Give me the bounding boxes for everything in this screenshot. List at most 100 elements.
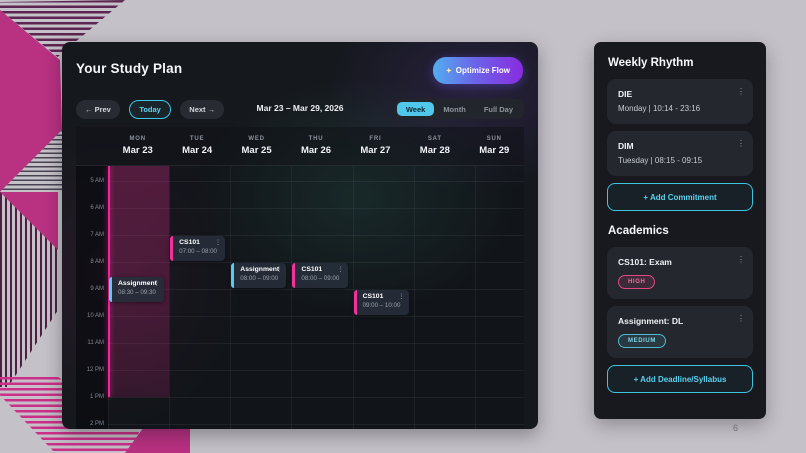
academic-card-assignment-dl[interactable]: Assignment: DL ⋮ MEDIUM (607, 306, 753, 358)
optimize-flow-label: Optimize Flow (455, 66, 510, 75)
column-separator (169, 166, 171, 429)
day-date: Mar 24 (182, 145, 213, 156)
event-menu-icon[interactable]: ⋮ (153, 279, 161, 287)
hour-label: 12 PM (86, 367, 104, 373)
column-separator (230, 166, 232, 429)
hour-gridline (108, 181, 524, 182)
calendar-event-assignment[interactable]: Assignment 08:30 – 09:30 ⋮ (109, 276, 165, 302)
calendar-event-cs101[interactable]: CS101 07:00 – 08:00 ⋮ (170, 236, 226, 261)
decor-magenta-triangle (0, 10, 62, 192)
decor-magenta-wedge (0, 192, 58, 250)
day-header-sun: SUN Mar 29 (465, 127, 524, 165)
hour-label: 7 AM (90, 232, 104, 238)
decor-vertical-stripes (0, 192, 58, 387)
week-calendar: MON Mar 23 TUE Mar 24 WED Mar 25 THU Mar 26 FRI M… (76, 127, 524, 429)
slide-page-number: 6 (733, 423, 739, 433)
add-commitment-button[interactable]: + Add Commitment (607, 183, 753, 211)
sparkle-icon: ✦ (445, 67, 452, 75)
event-title: CS101 (301, 266, 323, 273)
event-time: 08:30 – 09:30 (118, 288, 156, 296)
card-menu-icon[interactable]: ⋮ (737, 139, 745, 148)
hour-gridline (108, 208, 524, 209)
column-separator (413, 166, 415, 429)
commitment-card-dim[interactable]: DIM Tuesday | 08:15 - 09:15 ⋮ (607, 131, 753, 176)
hour-label: 10 AM (86, 313, 104, 319)
commitment-name: DIE (618, 89, 633, 99)
day-abbr: SAT (427, 136, 442, 142)
hour-gridline (108, 316, 524, 317)
hour-label: 5 AM (90, 178, 104, 184)
calendar-grid[interactable]: 5 AM 6 AM 7 AM 8 AM 9 AM 10 AM 11 AM 12 PM 1 PM 2… (76, 166, 524, 429)
date-range-label: Mar 23 – Mar 29, 2026 (256, 103, 344, 113)
view-option-full-day[interactable]: Full Day (483, 104, 513, 114)
hour-label: 8 AM (90, 259, 104, 265)
decor-gray-striped-wedge (0, 130, 62, 192)
academic-card-cs101-exam[interactable]: CS101: Exam ⋮ HIGH (607, 247, 753, 299)
event-menu-icon[interactable]: ⋮ (275, 266, 283, 273)
view-option-month[interactable]: Month (443, 104, 466, 114)
add-deadline-button[interactable]: + Add Deadline/Syllabus (607, 365, 753, 393)
event-time: 08:00 – 09:00 (240, 275, 279, 282)
study-plan-panel: Your Study Plan ✦ Optimize Flow ← Prev T… (62, 42, 538, 429)
day-header-tue: TUE Mar 24 (167, 127, 226, 165)
column-separator (352, 166, 354, 429)
commitment-name: DIM (618, 141, 634, 151)
next-button[interactable]: Next → (180, 100, 225, 119)
view-option-week[interactable]: Week (396, 102, 435, 116)
commitment-card-die[interactable]: DIE Monday | 10:14 - 23:16 ⋮ (607, 79, 753, 124)
event-time: 07:00 – 08:00 (179, 248, 217, 255)
event-menu-icon[interactable]: ⋮ (337, 266, 344, 273)
commitment-schedule: Tuesday | 08:15 - 09:15 (618, 156, 703, 165)
decor-magenta-block (125, 428, 190, 453)
commitment-list: DIE Monday | 10:14 - 23:16 ⋮ DIM Tuesday | 0… (607, 79, 753, 176)
time-gutter (76, 166, 108, 429)
event-menu-icon[interactable]: ⋮ (398, 293, 405, 300)
day-abbr: MON (129, 136, 146, 142)
calendar-event-cs101[interactable]: CS101 08:00 – 09:00 ⋮ (292, 263, 348, 288)
view-toggle: Week Month Full Day (394, 99, 524, 119)
event-title: Assignment (240, 266, 280, 273)
commitment-schedule: Monday | 10:14 - 23:16 (618, 104, 701, 113)
day-date: Mar 23 (122, 145, 153, 156)
hour-gridline (108, 424, 524, 425)
hour-gridline (108, 235, 524, 236)
day-header-fri: FRI Mar 27 (346, 127, 405, 165)
calendar-day-headers: MON Mar 23 TUE Mar 24 WED Mar 25 THU Mar 26 FRI M… (76, 127, 524, 166)
day-date: Mar 27 (360, 145, 391, 156)
hour-gridline (108, 262, 524, 263)
day-abbr: FRI (369, 136, 382, 142)
card-menu-icon[interactable]: ⋮ (737, 255, 745, 264)
priority-badge: HIGH (618, 275, 656, 289)
today-button[interactable]: Today (129, 100, 171, 119)
decor-lavender-wedge (8, 310, 58, 387)
priority-badge: MEDIUM (618, 334, 666, 348)
hour-label: 9 AM (90, 286, 104, 292)
optimize-flow-button[interactable]: ✦ Optimize Flow (432, 57, 523, 84)
hour-gridline (108, 343, 524, 344)
weekly-rhythm-panel: Weekly Rhythm DIE Monday | 10:14 - 23:16 ⋮… (594, 42, 766, 419)
day-date: Mar 26 (300, 145, 332, 156)
hour-gridline (108, 289, 524, 290)
calendar-event-assignment[interactable]: Assignment 08:00 – 09:00 ⋮ (231, 263, 287, 288)
event-title: Assignment (118, 279, 157, 287)
card-menu-icon[interactable]: ⋮ (737, 314, 745, 323)
day-header-thu: THU Mar 26 (286, 127, 345, 165)
event-menu-icon[interactable]: ⋮ (214, 239, 222, 246)
gutter-header (76, 127, 108, 165)
day-abbr: TUE (189, 136, 205, 142)
hour-label: 11 AM (87, 340, 104, 346)
hour-gridline (108, 370, 524, 371)
calendar-event-cs101[interactable]: CS101 09:00 – 10:00 ⋮ (353, 290, 409, 315)
prev-button[interactable]: ← Prev (76, 100, 120, 119)
column-separator (474, 166, 476, 429)
academics-heading: Academics (608, 225, 669, 237)
column-separator (291, 166, 293, 429)
day-date: Mar 28 (419, 145, 450, 156)
event-title: CS101 (179, 239, 200, 246)
day-abbr: SUN (486, 136, 502, 142)
day-header-mon: MON Mar 23 (108, 127, 167, 165)
card-menu-icon[interactable]: ⋮ (737, 87, 745, 96)
hour-label: 2 PM (89, 421, 104, 427)
academic-name: Assignment: DL (618, 316, 684, 326)
day-date: Mar 25 (241, 145, 272, 156)
